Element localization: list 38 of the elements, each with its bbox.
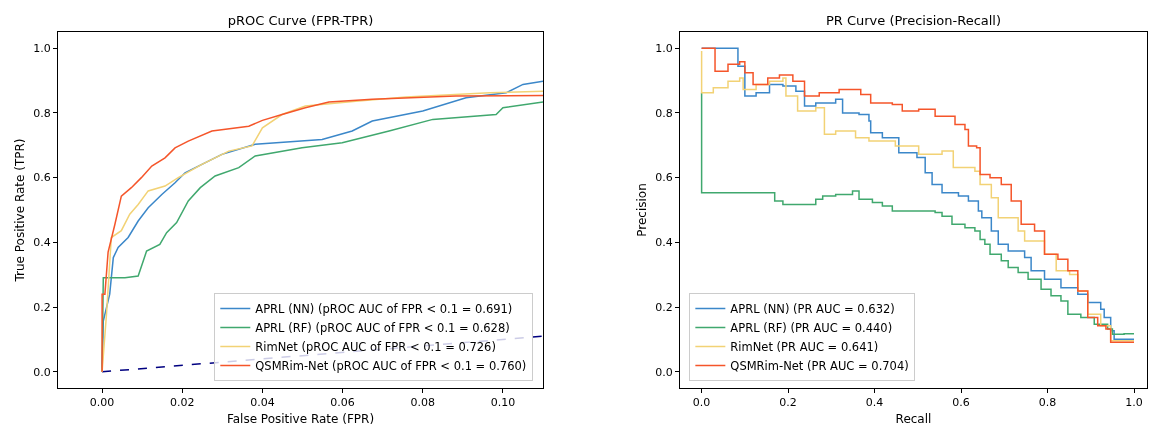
- x-tick-label: 0.2: [779, 396, 797, 410]
- legend-label: APRL (NN) (PR AUC = 0.632): [730, 301, 895, 316]
- y-tick-label: 0.4: [655, 236, 673, 250]
- y-tick-label: 0.4: [33, 236, 51, 250]
- y-tick-label: 0.6: [33, 171, 51, 185]
- y-tick-label: 0.8: [33, 106, 51, 120]
- legend-label: APRL (NN) (pROC AUC of FPR < 0.1 = 0.691): [255, 301, 513, 316]
- y-tick-label: 1.0: [655, 42, 673, 56]
- y-tick-label: 0.2: [655, 300, 673, 314]
- x-tick-label: 0.04: [250, 396, 275, 410]
- x-axis-title: Recall: [895, 412, 932, 427]
- y-tick-label: 0.6: [655, 171, 673, 185]
- x-axis-title: False Positive Rate (FPR): [226, 412, 375, 427]
- chart-title: pROC Curve (FPR-TPR): [227, 12, 374, 28]
- x-tick-label: 0.10: [490, 396, 516, 410]
- x-tick-label: 0.0: [692, 396, 711, 410]
- y-tick-label: 0.0: [655, 365, 673, 379]
- x-tick-label: 0.6: [952, 396, 970, 410]
- y-tick-label: 0.8: [655, 106, 673, 120]
- y-tick-label: 0.2: [33, 300, 51, 314]
- legend-label: APRL (RF) (pROC AUC of FPR < 0.1 = 0.628): [255, 320, 510, 335]
- x-tick-label: 0.4: [865, 396, 884, 410]
- legend-label: QSMRim-Net (PR AUC = 0.704): [730, 358, 909, 373]
- y-axis-title: True Positive Rate (TPR): [12, 138, 27, 283]
- x-tick-label: 1.0: [1125, 396, 1143, 410]
- legend-label: RimNet (PR AUC = 0.641): [730, 339, 879, 354]
- legend-label: QSMRim-Net (pROC AUC of FPR < 0.1 = 0.760): [255, 358, 527, 373]
- x-tick-label: 0.08: [410, 396, 435, 410]
- chart-title: PR Curve (Precision-Recall): [825, 12, 1002, 28]
- x-tick-label: 0.8: [1038, 396, 1057, 410]
- y-tick-label: 1.0: [33, 42, 51, 56]
- y-tick-label: 0.0: [33, 365, 51, 379]
- legend-label: RimNet (pROC AUC of FPR < 0.1 = 0.726): [255, 339, 496, 354]
- y-axis-title: Precision: [634, 183, 649, 237]
- legend-label: APRL (RF) (PR AUC = 0.440): [730, 320, 893, 335]
- x-tick-label: 0.00: [89, 396, 115, 410]
- x-tick-label: 0.02: [170, 396, 195, 410]
- x-tick-label: 0.06: [330, 396, 355, 410]
